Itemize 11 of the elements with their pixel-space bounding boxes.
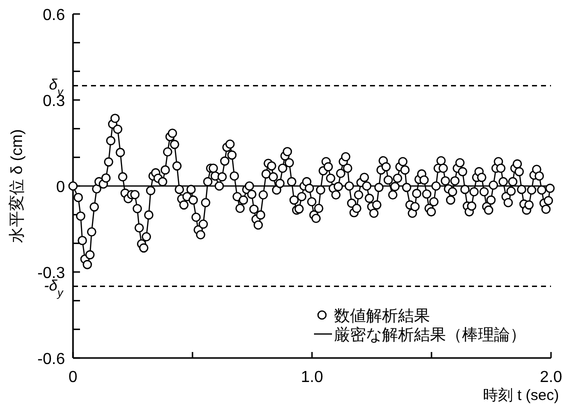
- y-tick-label: -0.6: [37, 351, 66, 368]
- legend-label: 厳密な解析結果（棒理論）: [334, 326, 526, 344]
- y-axis-title: 水平変位 δ (cm): [8, 129, 26, 243]
- y-tick-label: 0: [56, 179, 66, 196]
- x-tick-label: 0: [68, 369, 78, 386]
- x-tick-label: 2.0: [540, 369, 562, 386]
- x-axis-title: 時刻 t (sec): [483, 387, 559, 404]
- legend-label: 数値解析結果: [334, 308, 430, 325]
- x-tick-label: 1.0: [300, 369, 324, 386]
- ref-line-label: -δ$_{y}$: [44, 277, 64, 300]
- y-tick-label: 0.6: [42, 7, 66, 24]
